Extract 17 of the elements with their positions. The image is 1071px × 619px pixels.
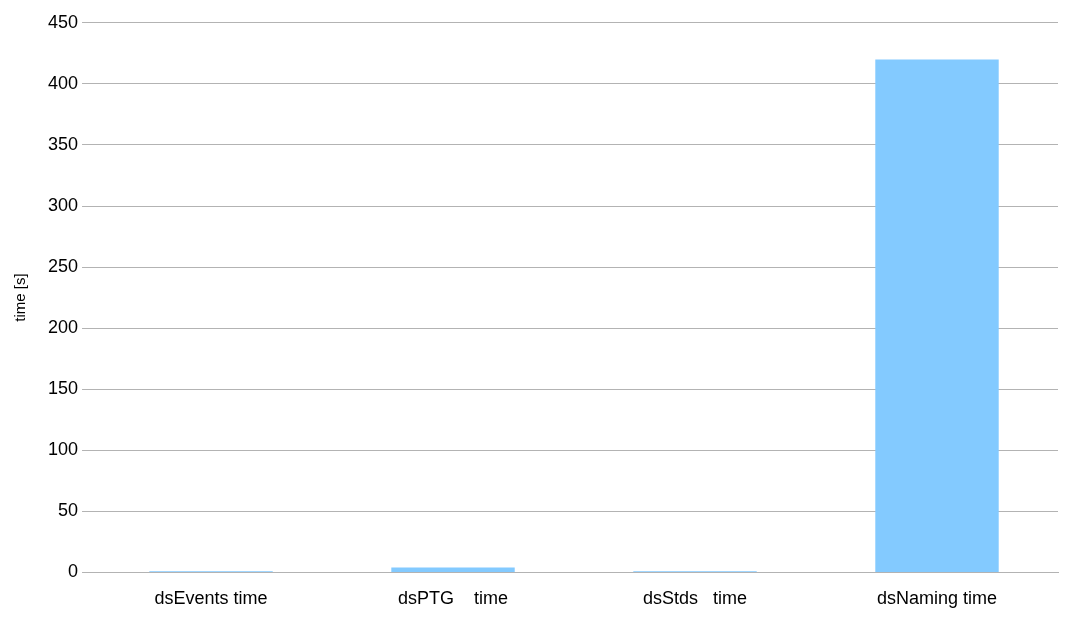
- y-tick-label: 100: [47, 439, 79, 460]
- y-tick-label: 350: [47, 133, 79, 154]
- y-tick-label: 0: [68, 561, 79, 582]
- x-tick-label: dsEvents time: [154, 588, 268, 609]
- y-tick-label: 300: [47, 194, 79, 215]
- y-axis-title: time [s]: [11, 273, 29, 322]
- y-tick-label: 250: [47, 256, 79, 277]
- y-tick-label: 200: [47, 317, 79, 338]
- y-tick-label: 50: [58, 500, 79, 521]
- x-tick-label: dsStds time: [642, 588, 748, 609]
- y-tick-label: 450: [47, 11, 79, 32]
- bar: [875, 59, 999, 572]
- y-tick-label: 150: [47, 378, 79, 399]
- bar: [391, 567, 515, 572]
- x-tick-label: dsNaming time: [876, 588, 998, 609]
- x-tick-label: dsPTG time: [398, 588, 509, 609]
- y-tick-label: 400: [47, 72, 79, 93]
